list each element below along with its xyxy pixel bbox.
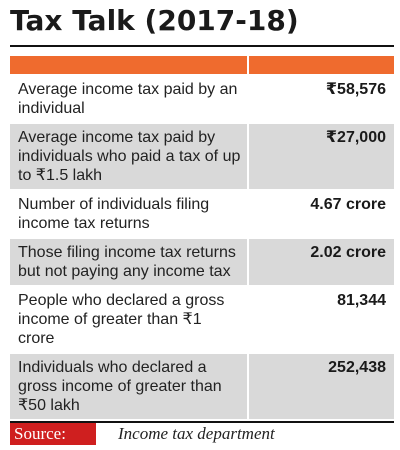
- source-text: Income tax department: [118, 424, 275, 443]
- row-label: Average income tax paid by an individual: [18, 81, 238, 117]
- table-row: People who declared a gross income of gr…: [10, 287, 394, 354]
- table-row: Individuals who declared a gross income …: [10, 354, 394, 421]
- row-value: 2.02 crore: [310, 244, 386, 261]
- row-value: 81,344: [337, 292, 386, 309]
- row-value: 252,438: [328, 359, 386, 376]
- column-divider: [247, 354, 249, 419]
- source-label-box: [10, 423, 96, 445]
- row-label: Number of individuals filing income tax …: [18, 196, 210, 232]
- source-label: Source:: [14, 424, 66, 443]
- row-label: Average income tax paid by individuals w…: [18, 129, 241, 184]
- table-row: Those filing income tax returns but not …: [10, 239, 394, 287]
- table-header-band: [10, 56, 394, 74]
- table-row: Average income tax paid by individuals w…: [10, 124, 394, 191]
- header-divider: [247, 56, 249, 74]
- table-row: Number of individuals filing income tax …: [10, 191, 394, 239]
- column-divider: [247, 191, 249, 237]
- row-value: ₹58,576: [325, 81, 386, 98]
- top-rule: [10, 45, 394, 47]
- row-label: Those filing income tax returns but not …: [18, 244, 236, 280]
- column-divider: [247, 239, 249, 285]
- stats-table: Average income tax paid by an individual…: [10, 76, 394, 421]
- table-row: Average income tax paid by an individual…: [10, 76, 394, 124]
- column-divider: [247, 287, 249, 352]
- column-divider: [247, 76, 249, 122]
- column-divider: [247, 124, 249, 189]
- bottom-rule: [10, 421, 394, 423]
- row-label: People who declared a gross income of gr…: [18, 292, 225, 347]
- row-label: Individuals who declared a gross income …: [18, 359, 222, 414]
- page-title: Tax Talk (2017-18): [10, 4, 299, 37]
- row-value: 4.67 crore: [310, 196, 386, 213]
- row-value: ₹27,000: [325, 129, 386, 146]
